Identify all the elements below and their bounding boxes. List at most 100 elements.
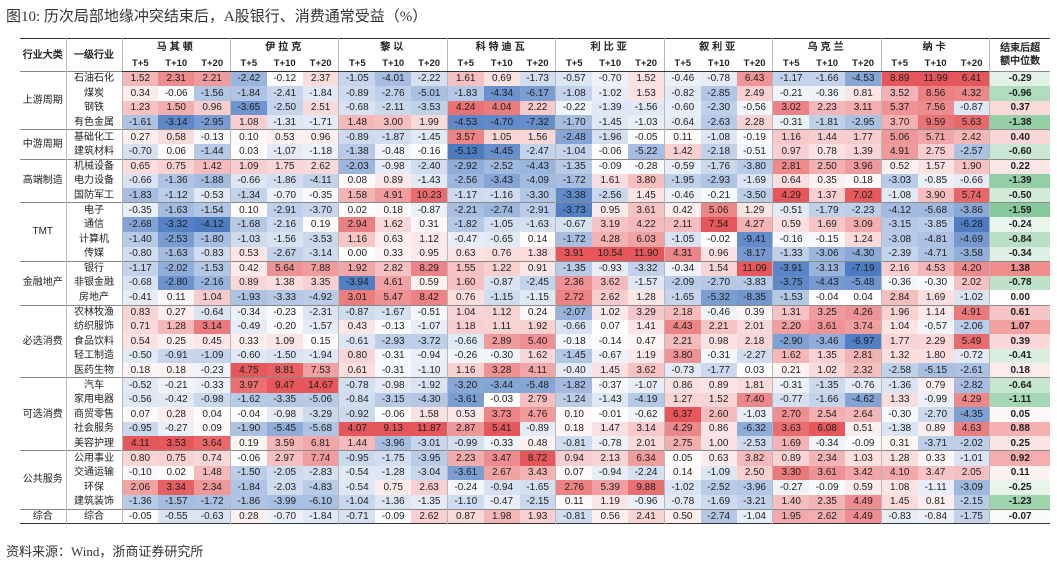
heatmap-cell: 1.42 [663,144,701,160]
heatmap-cell: -4.35 [953,407,990,422]
header-period: T+5 [229,55,267,72]
heatmap-cell: 0.08 [338,173,376,189]
heatmap-cell: -0.67 [592,348,629,364]
median-cell: 0.40 [989,129,1050,145]
heatmap-cell: 8.72 [519,450,556,466]
heatmap-cell: -1.45 [592,115,629,130]
heatmap-cell: -2.91 [266,202,303,218]
heatmap-cell: -1.90 [229,421,267,437]
heatmap-cell: 3.97 [229,377,267,393]
heatmap-cell: -5.01 [411,86,448,101]
heatmap-cell: 9.88 [628,480,665,495]
heatmap-cell: -4.09 [519,173,556,189]
group-label: 金融地产 [20,260,66,305]
heatmap-cell: -3.80 [736,158,773,174]
table-row: 家用电器 -0.56 -0.42 -0.98 -1.62 -3.35 -5.06 -0.84-… [20,392,1050,408]
heatmap-cell: -5.45 [266,421,303,437]
heatmap-cell: -0.04 [809,290,846,305]
heatmap-cell: 1.08 [880,480,918,495]
heatmap-cell: -2.16 [194,275,231,291]
heatmap-cell: -0.99 [917,392,954,408]
header-conflict-name: 叙利亚 [663,38,773,55]
heatmap-cell: 1.19 [592,494,629,510]
header-conflict-name: 伊拉克 [229,38,339,55]
header-median-label: 结束后超额中位数 [1000,42,1041,67]
heatmap-cell: 2.41 [628,508,665,524]
heatmap-cell: 0.52 [880,158,918,174]
heatmap-cell: -2.57 [953,144,990,160]
heatmap-cell: 3.01 [338,290,376,305]
heatmap-cell: -1.53 [194,260,231,276]
group-label: 可选消费 [20,377,66,451]
heatmap-cell: -3.29 [302,407,339,422]
heatmap-cell: -0.98 [194,392,231,408]
heatmap-cell: 1.58 [338,188,376,203]
table-row: 建筑装饰 -1.36 -1.57 -1.72 -1.86 -3.99 -6.10 -1.04-… [20,494,1050,510]
heatmap-cell: 2.64 [845,407,882,422]
heatmap-cell: -2.40 [411,158,448,174]
heatmap-cell: -1.84 [229,86,267,101]
group-label: TMT [20,202,66,262]
heatmap-cell: 1.12 [411,232,448,247]
table-row: 公共服务 公用事业 0.80 0.75 0.74 -0.06 2.97 7.74 -0.95 -1… [20,450,1050,510]
heatmap-cell: 2.21 [663,334,701,349]
heatmap-cell: -3.53 [302,232,339,247]
industry-label: 美容护理 [65,436,122,451]
heatmap-cell: 0.07 [592,319,629,335]
industry-label: 钢铁 [65,100,122,116]
median-cell: 0.18 [989,363,1050,378]
heatmap-cell: -0.24 [446,480,484,495]
heatmap-cell: 3.28 [483,363,520,378]
heatmap-cell: -0.51 [772,202,810,218]
industry-label: 传媒 [65,246,122,262]
heatmap-cell: 1.90 [953,158,990,174]
heatmap-cell: 1.98 [483,508,520,524]
heatmap-cell: 0.74 [194,450,231,466]
heatmap-cell: 3.35 [302,275,339,291]
heatmap-cell: 0.89 [375,173,412,189]
table-row: 必选消费 农林牧渔 0.83 0.27 -0.64 -0.34 -0.23 -2.31 -0.8… [20,304,1050,378]
heatmap-cell: 2.81 [845,348,882,364]
heatmap-cell: 2.75 [663,436,701,451]
heatmap-cell: -1.53 [772,290,810,305]
heatmap-cell: -1.45 [411,129,448,145]
heatmap-cell: 1.45 [880,494,918,510]
heatmap-cell: 0.95 [592,202,629,218]
heatmap-cell: -0.94 [483,480,520,495]
heatmap-cell: -0.56 [736,100,773,116]
header-period: T+20 [628,55,665,72]
heatmap-cell: 0.11 [555,494,593,510]
heatmap-cell: 3.91 [555,246,593,262]
heatmap-cell: -0.81 [555,436,593,451]
heatmap-cell: 1.39 [845,144,882,160]
industry-label: 石油石化 [65,71,122,87]
heatmap-cell: -1.04 [338,494,376,510]
heatmap-cell: -4.92 [302,290,339,305]
heatmap-cell: 1.28 [628,290,665,305]
heatmap-cell: 2.01 [628,436,665,451]
heatmap-cell: 0.80 [338,348,376,364]
heatmap-cell: 3.47 [483,450,520,466]
heatmap-cell: 2.67 [483,465,520,481]
heatmap-cell: -1.86 [229,494,267,510]
heatmap-cell: 1.14 [917,304,954,320]
heatmap-cell: 3.80 [663,348,701,364]
heatmap-cell: 1.31 [772,304,810,320]
heatmap-cell: 4.11 [121,436,159,451]
heatmap-cell: -1.08 [880,188,918,203]
heatmap-cell: 4.29 [953,392,990,408]
median-cell: -0.78 [989,275,1050,291]
heatmap-cell: -1.72 [555,232,593,247]
heatmap-cell: -4.12 [880,202,918,218]
heatmap-cell: -0.09 [375,508,412,524]
industry-label: 电力设备 [65,173,122,189]
heatmap-cell: 0.05 [663,450,701,466]
industry-label: 综合 [65,508,122,524]
heatmap-cell: -0.34 [809,436,846,451]
heatmap-cell: -0.54 [338,465,376,481]
heatmap-cell: -1.77 [700,363,737,378]
heatmap-cell: -1.44 [194,144,231,160]
heatmap-cell: -0.31 [375,348,412,364]
heatmap-cell: 2.50 [736,465,773,481]
heatmap-cell: 1.55 [446,260,484,276]
